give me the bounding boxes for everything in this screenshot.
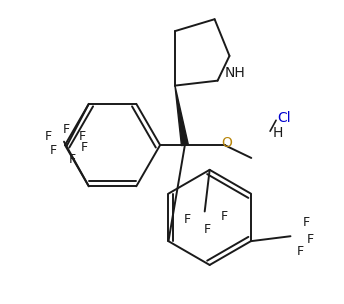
Text: NH: NH — [225, 66, 245, 80]
Text: F: F — [297, 245, 304, 257]
Text: F: F — [45, 130, 52, 143]
Text: F: F — [204, 223, 211, 236]
Text: F: F — [307, 233, 314, 246]
Text: F: F — [81, 141, 88, 154]
Text: F: F — [221, 210, 228, 223]
Text: F: F — [50, 144, 57, 157]
Text: F: F — [78, 130, 85, 143]
Text: F: F — [68, 153, 75, 166]
Text: F: F — [62, 123, 69, 136]
Text: H: H — [273, 126, 283, 140]
Text: F: F — [303, 216, 310, 229]
Polygon shape — [175, 86, 188, 146]
Text: Cl: Cl — [277, 111, 291, 125]
Text: F: F — [183, 213, 191, 226]
Text: O: O — [222, 136, 233, 150]
